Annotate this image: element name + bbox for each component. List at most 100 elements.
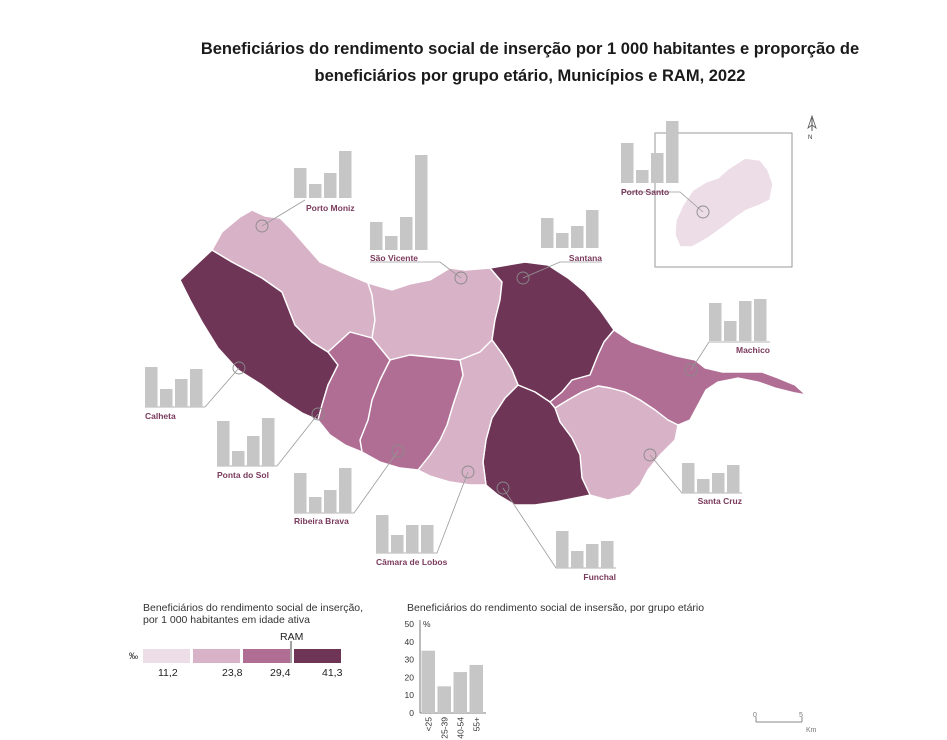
municipality-label: Machico	[736, 345, 770, 355]
age-chart-title: Beneficiários do rendimento social de in…	[407, 602, 705, 614]
age-chart-unit: %	[423, 619, 431, 629]
location-marker	[255, 219, 269, 233]
legend-break-4: 41,3	[322, 667, 343, 679]
location-marker	[232, 361, 246, 375]
municipality-label: São Vicente	[370, 253, 418, 263]
municipality-bar	[309, 497, 322, 513]
municipality-bar	[190, 369, 203, 407]
age-chart-y-tick: 0	[409, 708, 414, 718]
municipality-bar	[145, 367, 158, 407]
municipality-bar	[370, 222, 383, 250]
municipality-callout-ribeira-brava: Ribeira Brava	[294, 444, 405, 526]
municipality-bar	[324, 173, 337, 198]
municipality-callout-calheta: Calheta	[145, 361, 246, 421]
region-ponta-do-sol	[317, 331, 391, 453]
municipality-bar	[754, 299, 767, 341]
municipality-label: Calheta	[145, 411, 176, 421]
municipality-bar	[324, 490, 337, 513]
legend-break-1: 11,2	[158, 667, 178, 679]
age-chart-category: 25-39	[439, 717, 449, 739]
municipality-bar	[232, 451, 245, 466]
scale-bar	[755, 717, 803, 723]
municipality-bar	[739, 301, 752, 341]
municipality-bar	[636, 170, 649, 183]
municipality-label: Porto Moniz	[306, 203, 355, 213]
location-marker	[454, 271, 468, 285]
municipality-label: Santa Cruz	[698, 496, 742, 506]
municipality-bar	[571, 551, 584, 568]
municipality-callout-sao-vicente: São Vicente	[370, 155, 468, 285]
municipality-bar	[556, 233, 569, 248]
municipality-label: Ribeira Brava	[294, 516, 349, 526]
legend-swatch-4	[294, 649, 341, 663]
legend-unit: ‰	[129, 651, 138, 661]
age-chart-bar	[453, 672, 467, 713]
legend-break-2: 23,8	[222, 667, 243, 679]
legend-ram-label: RAM	[280, 631, 304, 643]
municipality-bar	[415, 155, 428, 250]
municipality-bar	[586, 544, 599, 568]
municipality-bar	[697, 479, 710, 493]
legend-swatch-2	[193, 649, 240, 663]
municipality-bar	[385, 236, 398, 250]
municipality-bar	[339, 468, 352, 513]
location-marker	[643, 448, 657, 462]
location-marker	[461, 465, 475, 479]
municipality-bar	[556, 531, 569, 568]
municipality-bar	[621, 143, 634, 183]
leader-line	[621, 191, 704, 213]
municipality-bar	[294, 168, 307, 198]
scale-five: 5	[799, 712, 803, 719]
municipality-bar	[309, 184, 322, 198]
legend-swatch-1	[143, 649, 190, 663]
municipality-label: Câmara de Lobos	[376, 557, 448, 567]
scale-unit: Km	[806, 727, 817, 734]
municipality-bar	[217, 421, 230, 466]
municipality-bar	[391, 535, 404, 553]
age-chart-y-tick: 40	[405, 637, 415, 647]
leader-line	[370, 261, 462, 279]
north-label: N	[808, 135, 812, 141]
municipality-bar	[586, 210, 599, 248]
municipality-bar	[601, 541, 614, 568]
location-marker	[311, 407, 325, 421]
location-marker	[516, 271, 530, 285]
municipality-callout-porto-moniz: Porto Moniz	[255, 151, 355, 233]
municipality-bar	[400, 217, 413, 250]
age-chart-category: 40-54	[455, 717, 465, 739]
north-arrow-icon	[807, 114, 817, 131]
page-title: Beneficiários do rendimento social de in…	[200, 40, 860, 85]
legend-title-line1: Beneficiários do rendimento social de in…	[143, 602, 364, 614]
municipality-bar	[712, 473, 725, 493]
age-chart-bar	[469, 664, 483, 713]
municipality-bar	[666, 121, 679, 183]
leader-line	[261, 199, 306, 227]
legend-break-3: 29,4	[270, 667, 291, 679]
legend-title-line2: por 1 000 habitantes em idade ativa	[143, 614, 310, 626]
municipality-bar	[406, 525, 419, 553]
municipality-bar	[682, 463, 695, 493]
municipality-bar	[421, 525, 434, 553]
municipality-bar	[247, 436, 260, 466]
municipality-label: Funchal	[583, 572, 616, 582]
municipality-label: Porto Santo	[621, 187, 669, 197]
age-chart-bar	[421, 650, 435, 713]
location-marker	[684, 363, 698, 377]
age-chart-category: 55+	[471, 717, 481, 731]
age-chart-y-tick: 50	[405, 619, 415, 629]
region-porto-santo	[674, 157, 774, 248]
municipality-callout-santa-cruz: Santa Cruz	[643, 448, 742, 506]
location-marker	[496, 481, 510, 495]
municipality-bar	[339, 151, 352, 198]
leader-line	[522, 261, 602, 279]
municipality-bar	[294, 473, 307, 513]
age-chart-y-tick: 30	[405, 655, 415, 665]
municipality-callout-camara-de-lobos: Câmara de Lobos	[376, 465, 475, 567]
municipality-bar	[160, 389, 173, 407]
municipality-bar	[724, 321, 737, 341]
porto-santo-inset-frame	[654, 132, 793, 268]
municipality-callout-ponta-do-sol: Ponta do Sol	[217, 407, 325, 480]
municipality-bar	[651, 153, 664, 183]
municipality-bar	[571, 226, 584, 248]
